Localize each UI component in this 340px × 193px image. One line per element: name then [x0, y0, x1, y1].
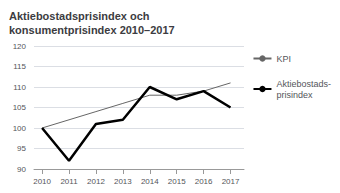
svg-text:110: 110: [13, 83, 26, 92]
svg-text:2016: 2016: [195, 177, 213, 186]
svg-text:2012: 2012: [87, 177, 105, 186]
svg-text:2013: 2013: [114, 177, 132, 186]
svg-text:120: 120: [13, 42, 27, 51]
svg-text:konsumentprisindex 2010–2017: konsumentprisindex 2010–2017: [9, 24, 175, 36]
svg-text:Aktiebostads-: Aktiebostads-: [276, 79, 331, 89]
svg-text:105: 105: [13, 103, 27, 112]
svg-text:2017: 2017: [222, 177, 240, 186]
svg-text:prisindex: prisindex: [276, 90, 313, 100]
svg-text:2014: 2014: [141, 177, 159, 186]
svg-text:90: 90: [17, 165, 26, 174]
svg-text:2010: 2010: [33, 177, 51, 186]
svg-text:2011: 2011: [60, 177, 78, 186]
svg-text:2015: 2015: [168, 177, 186, 186]
svg-text:Aktiebostadsprisindex och: Aktiebostadsprisindex och: [9, 10, 150, 22]
svg-text:100: 100: [13, 124, 27, 133]
svg-text:95: 95: [17, 144, 26, 153]
svg-text:KPI: KPI: [276, 54, 291, 64]
svg-text:115: 115: [13, 62, 26, 71]
